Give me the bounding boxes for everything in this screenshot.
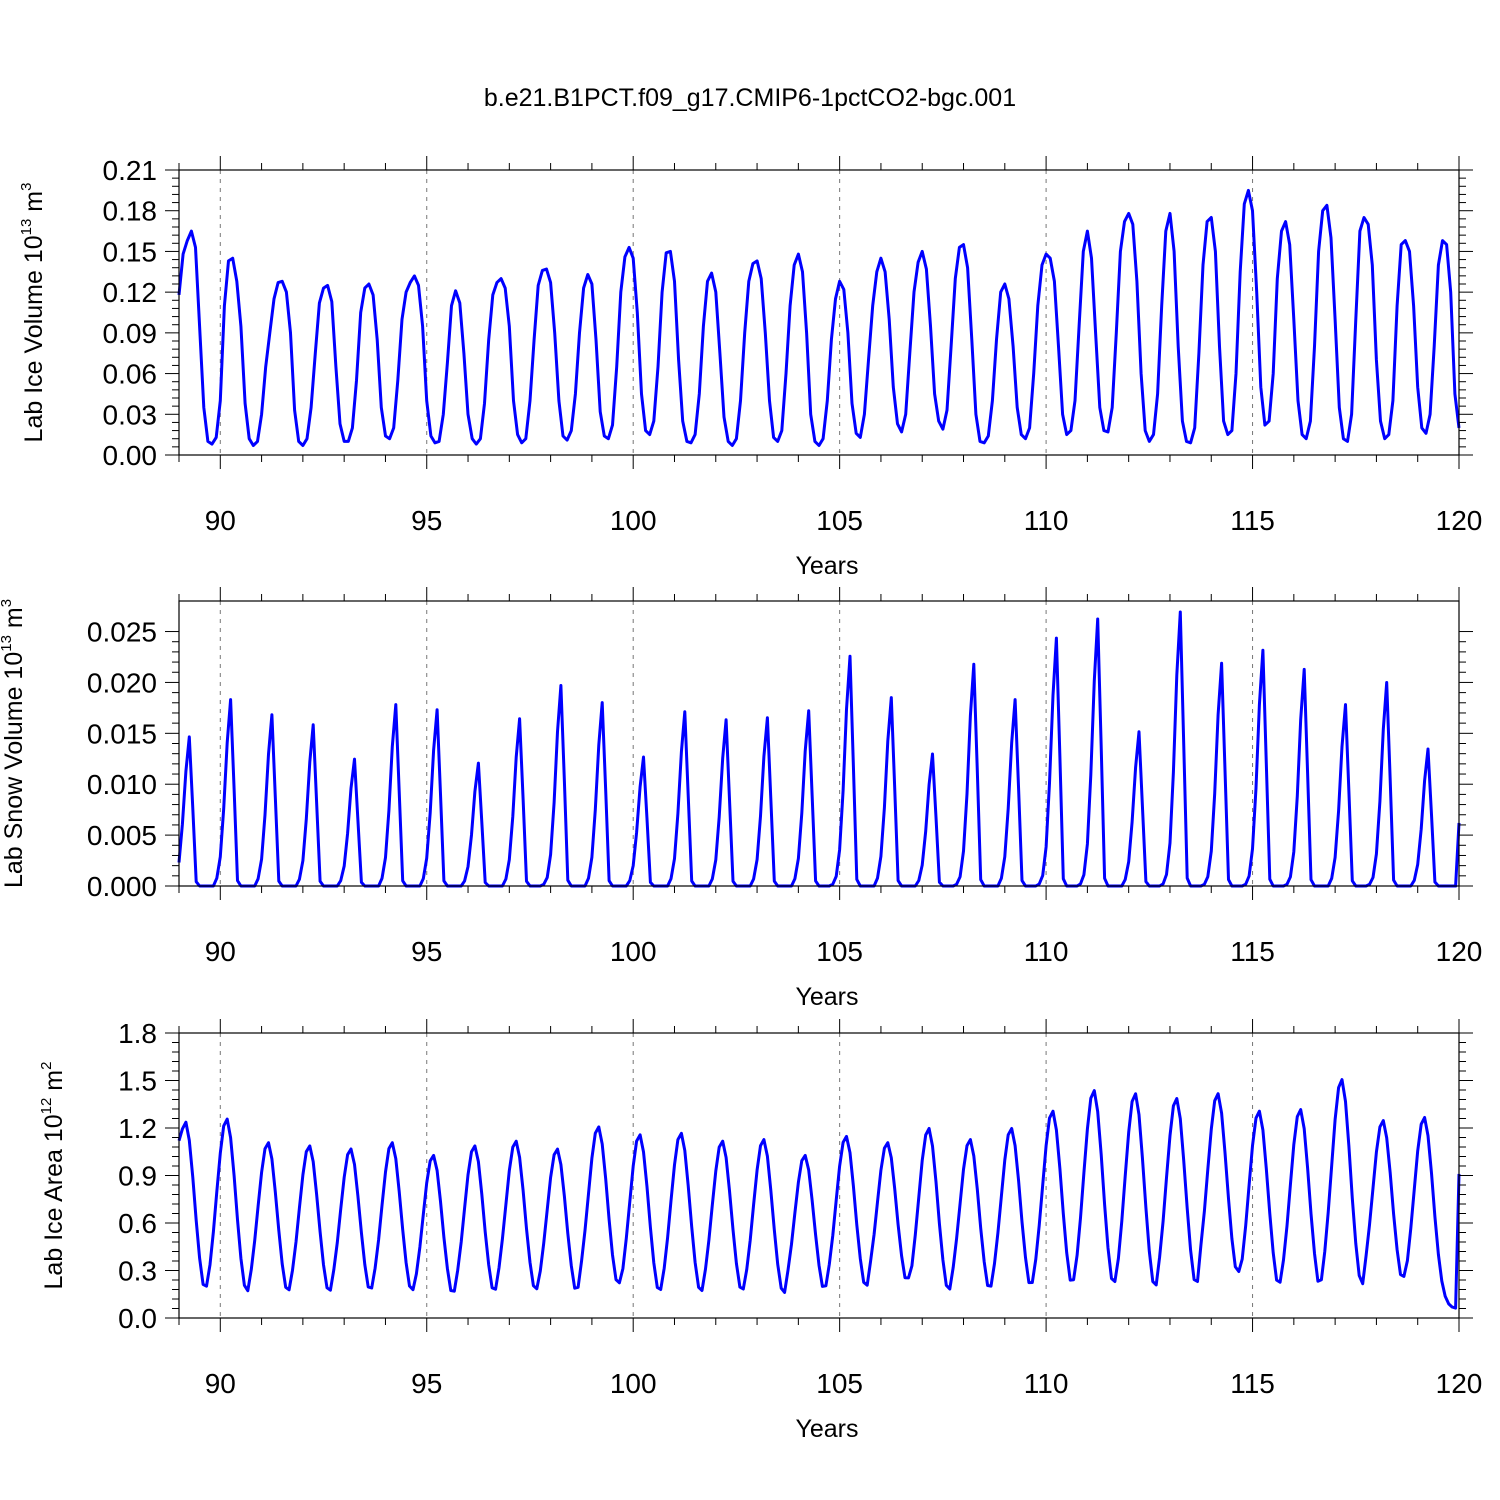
panel-1: 90 95 100 105 110 115 120 Years 0.00 0.03 0.06 0.09… <box>18 155 1482 580</box>
x-tick-label: 95 <box>411 1368 442 1399</box>
y-tick-label: 0.020 <box>87 667 157 698</box>
y-tick-label: 0.3 <box>118 1256 157 1287</box>
x-tick-label: 105 <box>816 505 863 536</box>
plot-frame <box>178 169 1460 456</box>
y-axis-label: Lab Ice Area 1012 m2 <box>38 1062 68 1290</box>
y-tick-label: 0.12 <box>103 277 158 308</box>
y-tick-label: 0.005 <box>87 820 157 851</box>
y-tick-label: 0.025 <box>87 617 157 648</box>
x-tick-label: 105 <box>816 1368 863 1399</box>
panel-2: 90 95 100 105 110 115 120 Years 0.000 0.005 0.010 0… <box>0 587 1482 1011</box>
y-tick-label: 0.21 <box>103 155 158 186</box>
x-tick-label: 90 <box>205 505 236 536</box>
y-tick-label: 0.03 <box>103 399 158 430</box>
x-tick-label: 115 <box>1230 936 1275 967</box>
y-tick-label: 0.9 <box>118 1161 157 1192</box>
x-tick-label: 115 <box>1230 505 1275 536</box>
y-tick-label: 1.8 <box>118 1018 157 1049</box>
x-tick-label: 120 <box>1436 505 1483 536</box>
y-tick-label: 0.015 <box>87 718 157 749</box>
data-series-line <box>177 610 1461 888</box>
x-tick-label: 105 <box>816 936 863 967</box>
x-tick-label: 110 <box>1024 936 1069 967</box>
panel-3: 90 95 100 105 110 115 120 Years 0.0 0.3 0.6 0.9 1.2 1… <box>38 1018 1482 1443</box>
y-axis-label: Lab Snow Volume 1013 m3 <box>0 599 28 888</box>
x-tick-label: 100 <box>610 505 657 536</box>
y-tick-label: 0.18 <box>103 196 158 227</box>
chart-title: b.e21.B1PCT.f09_g17.CMIP6-1pctCO2-bgc.00… <box>484 84 1016 112</box>
y-tick-label: 0.15 <box>103 236 158 267</box>
x-tick-label: 100 <box>610 1368 657 1399</box>
y-tick-label: 0.000 <box>87 871 157 902</box>
x-tick-label: 110 <box>1024 505 1069 536</box>
y-tick-label: 0.0 <box>118 1303 157 1334</box>
x-axis-label: Years <box>795 552 858 580</box>
y-axis-label: Lab Ice Volume 1013 m3 <box>18 183 48 443</box>
x-axis-label: Years <box>795 983 858 1011</box>
y-tick-label: 1.2 <box>118 1113 157 1144</box>
x-tick-label: 110 <box>1024 1368 1069 1399</box>
x-axis-label: Years <box>795 1415 858 1443</box>
data-series-line <box>177 1078 1461 1310</box>
y-tick-label: 0.00 <box>103 440 158 471</box>
x-tick-label: 120 <box>1436 1368 1483 1399</box>
y-tick-label: 0.06 <box>103 359 158 390</box>
x-tick-label: 90 <box>205 1368 236 1399</box>
x-tick-label: 100 <box>610 936 657 967</box>
data-series-line <box>177 188 1461 447</box>
panels: 90 95 100 105 110 115 120Years0.000.030.060.09… <box>0 155 1482 1443</box>
y-tick-label: 0.6 <box>118 1208 157 1239</box>
x-tick-label: 95 <box>411 505 442 536</box>
y-tick-label: 0.09 <box>103 318 158 349</box>
x-tick-label: 120 <box>1436 936 1483 967</box>
x-tick-label: 95 <box>411 936 442 967</box>
x-tick-label: 90 <box>205 936 236 967</box>
x-tick-label: 115 <box>1230 1368 1275 1399</box>
y-tick-label: 1.5 <box>118 1066 157 1097</box>
y-tick-label: 0.010 <box>87 769 157 800</box>
